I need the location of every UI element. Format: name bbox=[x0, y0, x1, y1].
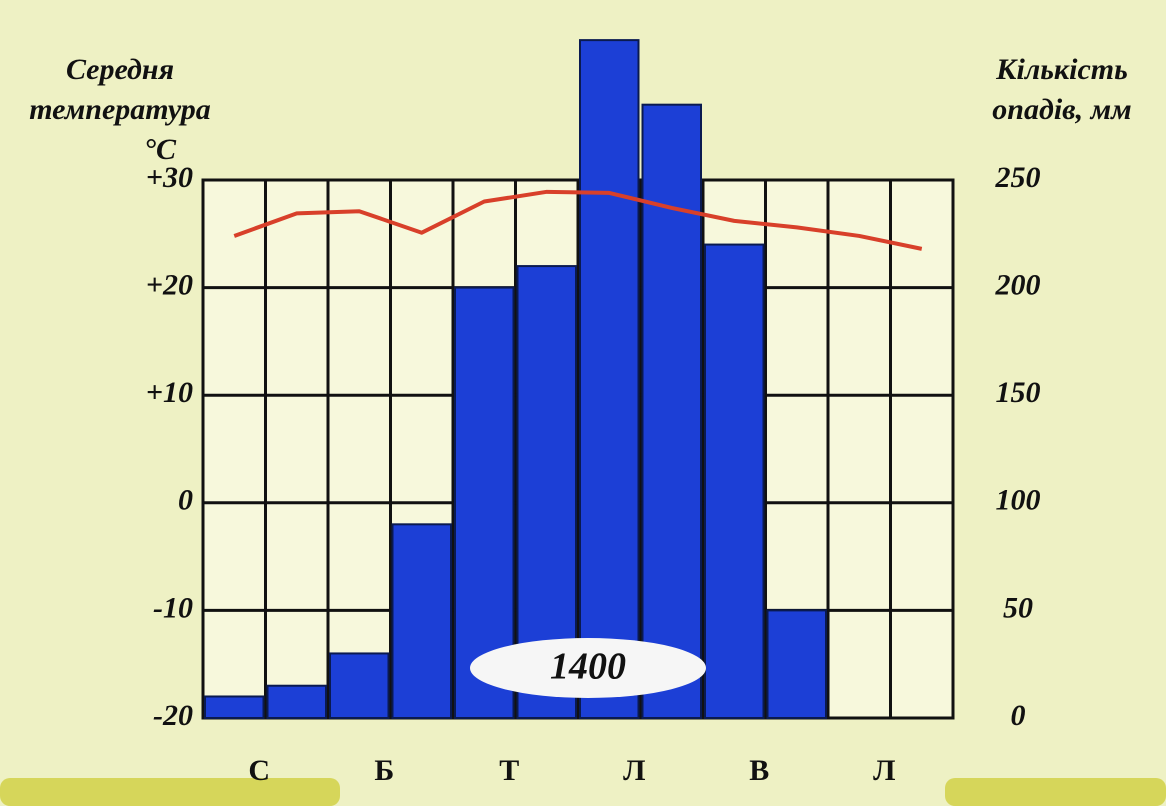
y2-tick-label: 250 bbox=[995, 161, 1041, 194]
y-axis-label: °C bbox=[144, 133, 177, 166]
y-tick-label: +10 bbox=[146, 376, 193, 409]
temperature-line bbox=[233, 189, 923, 251]
y-tick-label: +30 bbox=[146, 161, 193, 194]
annotation-bubble bbox=[470, 638, 706, 698]
x-tick-label: Т bbox=[499, 754, 519, 787]
bar bbox=[454, 286, 515, 719]
bar bbox=[204, 695, 265, 719]
x-tick-label: В bbox=[749, 754, 769, 787]
y-tick-label: -20 bbox=[153, 699, 193, 732]
y2-tick-label: 0 bbox=[1011, 699, 1026, 732]
y-tick-label: 0 bbox=[178, 484, 193, 517]
x-tick-label: Л bbox=[873, 754, 895, 787]
y2-tick-label: 50 bbox=[1003, 591, 1033, 624]
y-tick-label: -10 bbox=[153, 591, 193, 624]
bar bbox=[266, 684, 327, 719]
bar bbox=[329, 652, 390, 719]
y2-axis-label: Кількість bbox=[995, 53, 1128, 86]
x-tick-label: С bbox=[248, 754, 270, 787]
bar bbox=[641, 103, 702, 720]
x-tick-label: Л bbox=[623, 754, 645, 787]
bar bbox=[391, 523, 452, 719]
y2-tick-label: 100 bbox=[996, 484, 1041, 517]
y2-tick-label: 200 bbox=[995, 268, 1041, 301]
annotation: 1400 bbox=[550, 646, 626, 688]
decoration bbox=[945, 778, 1166, 806]
y-tick-label: +20 bbox=[146, 268, 193, 301]
x-tick-label: Б bbox=[374, 754, 394, 787]
y-axis-label: Середня bbox=[66, 53, 174, 86]
y2-tick-label: 150 bbox=[996, 376, 1041, 409]
bar bbox=[704, 243, 765, 719]
y-axis-label: температура bbox=[29, 93, 211, 126]
decoration bbox=[0, 778, 340, 806]
bar bbox=[766, 609, 827, 720]
bar bbox=[579, 39, 640, 720]
y2-axis-label: опадів, мм bbox=[992, 93, 1131, 126]
